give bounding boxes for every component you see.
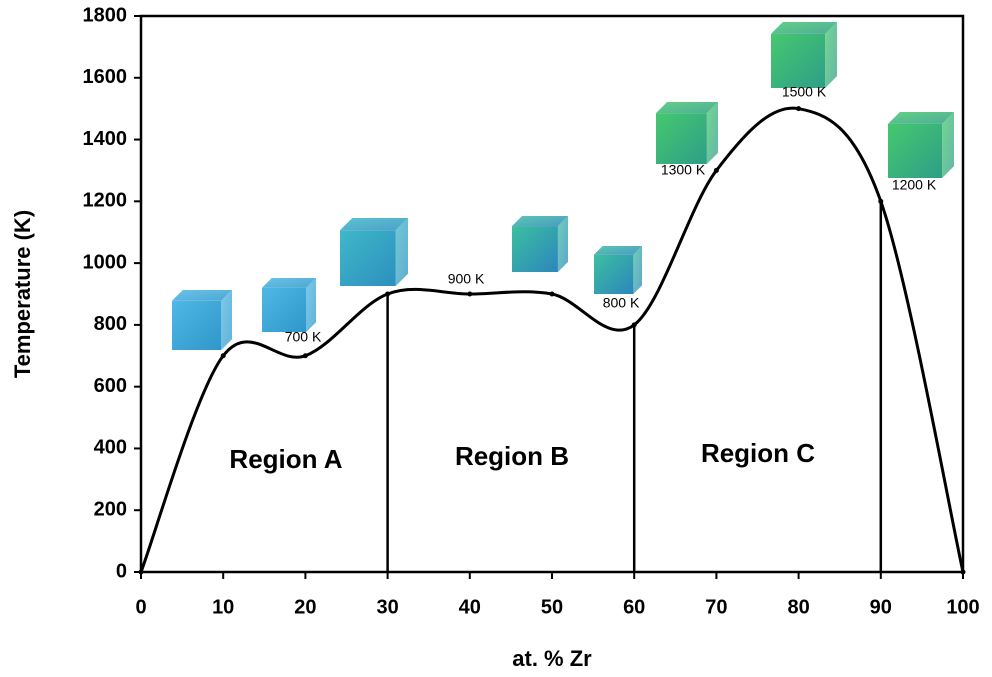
- x-tick-label: 0: [135, 596, 146, 618]
- cube-front: [172, 301, 221, 350]
- y-tick-label: 1200: [83, 190, 128, 212]
- point: [961, 570, 966, 575]
- x-tick-label: 10: [212, 596, 234, 618]
- y-tick-label: 1000: [83, 251, 128, 273]
- annotation: 1300 K: [661, 162, 706, 178]
- y-tick-label: 800: [94, 313, 127, 335]
- cube-front: [771, 34, 825, 88]
- x-tick-label: 90: [870, 596, 892, 618]
- chart: at. % Zr Temperature (K) 0 10 20 30 40 50 60 70…: [0, 0, 992, 677]
- point: [796, 106, 801, 111]
- cube-front: [262, 288, 306, 332]
- x-tick-label: 70: [705, 596, 727, 618]
- point: [221, 353, 226, 358]
- x-tick-label: 30: [376, 596, 398, 618]
- y-tick-label: 600: [94, 375, 127, 397]
- x-tick-label: 60: [623, 596, 645, 618]
- cube-front: [512, 226, 558, 272]
- annotation: 700 K: [285, 329, 322, 345]
- y-tick-label: 1600: [83, 66, 128, 88]
- region-label: Region B: [455, 441, 569, 471]
- line: [141, 108, 963, 572]
- point: [139, 570, 144, 575]
- point: [303, 353, 308, 358]
- x-tick-label: 40: [459, 596, 481, 618]
- annotation: 1500 K: [782, 84, 827, 100]
- region-label: Region A: [229, 444, 342, 474]
- annotation: 1200 K: [892, 177, 937, 193]
- x-tick-label: 100: [946, 596, 979, 618]
- point: [467, 292, 472, 297]
- cube-front: [656, 113, 707, 164]
- annotation: 800 K: [603, 295, 640, 311]
- point: [550, 292, 555, 297]
- y-axis-title: Temperature (K): [10, 210, 35, 378]
- y-tick-label: 1400: [83, 128, 128, 150]
- y-tick-label: 400: [94, 437, 127, 459]
- x-tick-label: 50: [541, 596, 563, 618]
- x-tick-label: 20: [294, 596, 316, 618]
- x-tick-label: 80: [787, 596, 809, 618]
- y-tick-label: 1800: [83, 4, 128, 26]
- cube-front: [340, 230, 396, 286]
- cube-front: [594, 255, 633, 294]
- x-axis-title: at. % Zr: [512, 646, 592, 671]
- region-label: Region C: [701, 438, 815, 468]
- y-tick-label: 200: [94, 499, 127, 521]
- annotation: 900 K: [448, 271, 485, 287]
- point: [714, 168, 719, 173]
- cube-front: [888, 124, 942, 178]
- y-tick-label: 0: [116, 560, 127, 582]
